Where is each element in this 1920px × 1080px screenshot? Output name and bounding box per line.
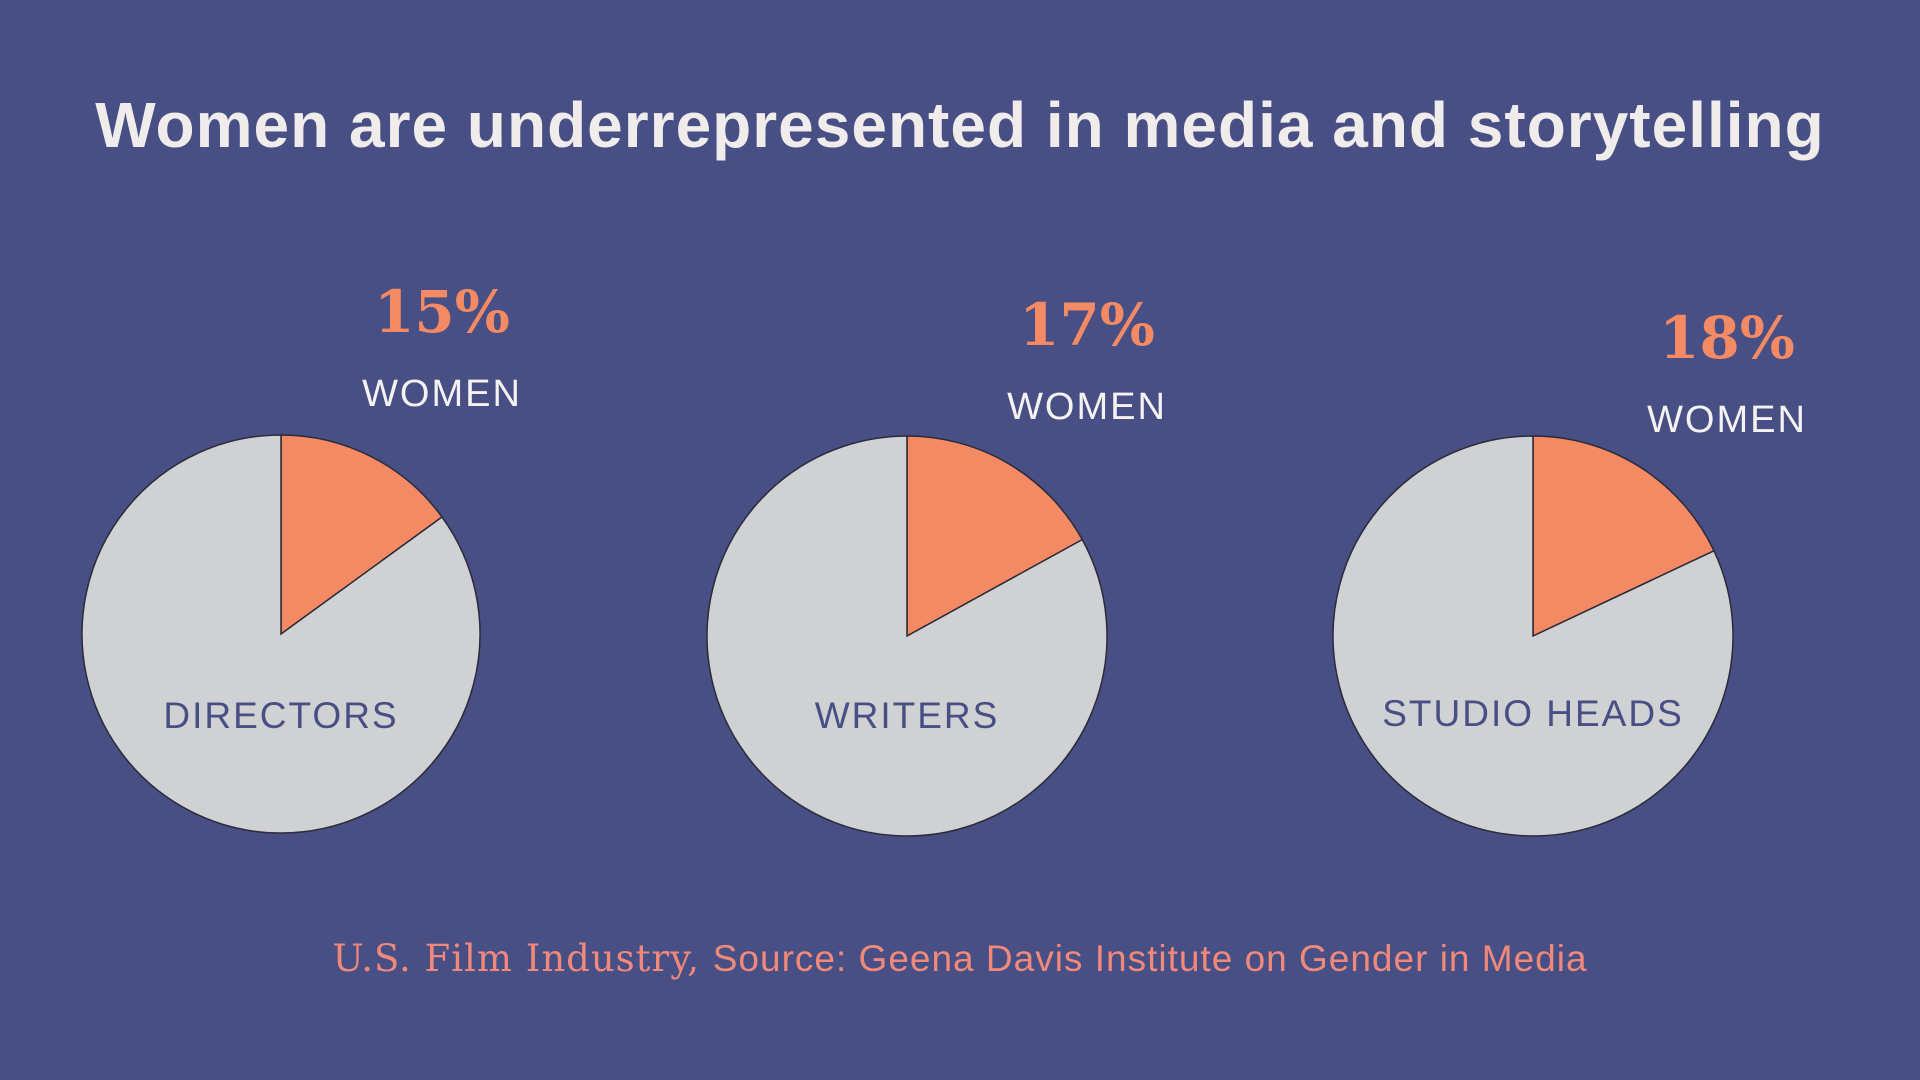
pie-slice-rest (706, 435, 1108, 837)
series-label-studio-heads: WOMEN (1647, 399, 1807, 441)
series-label-writers: WOMEN (1007, 386, 1167, 428)
pie-studio-heads (1332, 435, 1734, 837)
series-label-directors: WOMEN (362, 373, 522, 415)
pie-slice-women (1532, 435, 1715, 638)
value-label-directors: 15% (374, 278, 510, 346)
pie-slice-women (906, 435, 1084, 638)
category-label-directors: DIRECTORS (163, 695, 399, 736)
category-label-studio-heads: STUDIO HEADS (1382, 693, 1684, 734)
source-text: Source: Geena Davis Institute on Gender … (712, 938, 1588, 979)
pie-slice-rest (81, 434, 481, 834)
pie-slice-rest (1332, 435, 1734, 837)
pie-directors (81, 434, 481, 834)
source-note: U.S. Film Industry, Source: Geena Davis … (0, 937, 1920, 980)
value-label-writers: 17% (1019, 291, 1155, 359)
value-label-studio-heads: 18% (1659, 304, 1795, 372)
pie-writers (706, 435, 1108, 837)
category-label-writers: WRITERS (814, 695, 1000, 736)
source-prefix: U.S. Film Industry, (332, 937, 713, 980)
pie-slice-women (280, 434, 444, 636)
chart-title: Women are underrepresented in media and … (95, 89, 1825, 161)
